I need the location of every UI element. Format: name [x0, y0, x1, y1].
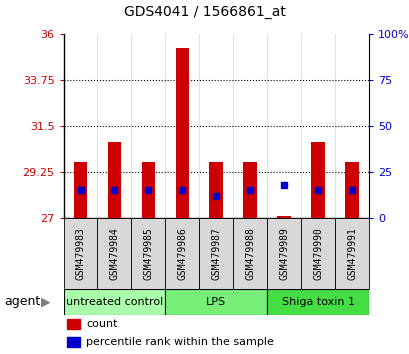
Text: GSM479991: GSM479991: [346, 227, 356, 280]
Text: GDS4041 / 1566861_at: GDS4041 / 1566861_at: [124, 5, 285, 19]
Text: GSM479983: GSM479983: [75, 227, 85, 280]
Bar: [141, 162, 155, 218]
Bar: [97, 218, 131, 289]
Bar: [63, 289, 165, 315]
Bar: [233, 218, 267, 289]
Text: GSM479985: GSM479985: [143, 227, 153, 280]
Bar: [243, 162, 256, 218]
Text: ▶: ▶: [41, 295, 50, 308]
Bar: [175, 48, 189, 218]
Bar: [209, 162, 222, 218]
Text: LPS: LPS: [206, 297, 226, 307]
Text: GSM479986: GSM479986: [177, 227, 187, 280]
Text: untreated control: untreated control: [66, 297, 163, 307]
Bar: [276, 216, 290, 218]
Bar: [74, 162, 87, 218]
Bar: [199, 218, 233, 289]
Bar: [310, 142, 324, 218]
Bar: [165, 289, 267, 315]
Text: agent: agent: [4, 295, 40, 308]
Bar: [300, 218, 334, 289]
Text: GSM479984: GSM479984: [109, 227, 119, 280]
Text: GSM479988: GSM479988: [245, 227, 254, 280]
Bar: [267, 289, 368, 315]
Text: GSM479987: GSM479987: [211, 227, 221, 280]
Text: Shiga toxin 1: Shiga toxin 1: [281, 297, 354, 307]
Text: GSM479990: GSM479990: [312, 227, 322, 280]
Bar: [66, 337, 80, 347]
Bar: [108, 142, 121, 218]
Text: count: count: [86, 319, 118, 329]
Bar: [334, 218, 368, 289]
Bar: [344, 162, 358, 218]
Bar: [131, 218, 165, 289]
Bar: [66, 319, 80, 329]
Text: percentile rank within the sample: percentile rank within the sample: [86, 337, 274, 347]
Bar: [267, 218, 300, 289]
Bar: [63, 218, 97, 289]
Bar: [165, 218, 199, 289]
Text: GSM479989: GSM479989: [279, 227, 288, 280]
